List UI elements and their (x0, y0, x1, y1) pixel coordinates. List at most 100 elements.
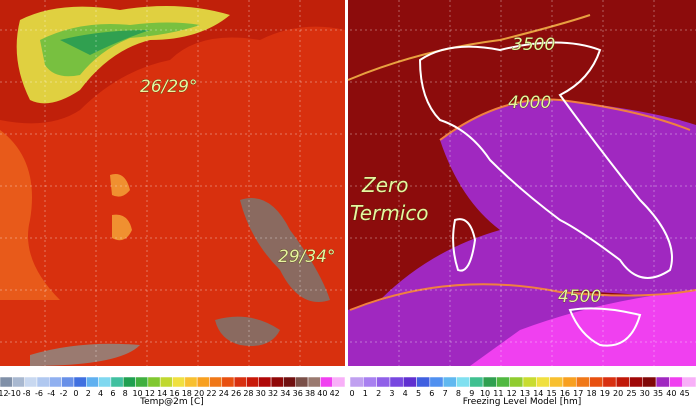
colorbar-swatch (402, 376, 417, 388)
colorbar-label: 17 (573, 389, 583, 398)
colorbar-swatch (270, 376, 284, 388)
colorbar-swatch (147, 376, 161, 388)
colorbar-label: -6 (35, 389, 43, 398)
colorbar-swatch (589, 376, 604, 388)
colorbar-swatch (655, 376, 670, 388)
colorbar-label: 8 (456, 389, 461, 398)
colorbar-label: -8 (23, 389, 31, 398)
colorbar-swatch (389, 376, 404, 388)
colorbar-label: 11 (493, 389, 503, 398)
colorbar-label: 20 (194, 389, 204, 398)
colorbar-label: 8 (123, 389, 128, 398)
colorbar-label: 28 (243, 389, 253, 398)
colorbar-swatch (258, 376, 272, 388)
colorbar-label: 19 (600, 389, 610, 398)
colorbar-swatch (135, 376, 149, 388)
colorbar-swatch (469, 376, 484, 388)
colorbar-label: 10 (480, 389, 490, 398)
label: Termico (350, 201, 429, 225)
colorbar-label: 5 (416, 389, 421, 398)
colorbar-label: 2 (86, 389, 91, 398)
colorbar-label: 40 (666, 389, 676, 398)
colorbar-swatch (669, 376, 683, 388)
colorbar-swatch (24, 376, 38, 388)
lon-label: 6E (41, 366, 50, 374)
colorbar-swatch (562, 376, 577, 388)
colorbar-label: -2 (60, 389, 68, 398)
colorbar-label: -10 (8, 389, 21, 398)
colorbar-label: 42 (330, 389, 340, 398)
colorbar-swatch (49, 376, 62, 388)
colorbar-swatch (575, 376, 590, 388)
colorbar-label: -4 (47, 389, 55, 398)
colorbar-swatch (615, 376, 630, 388)
colorbar-label: 4 (403, 389, 408, 398)
colorbar-swatch (682, 376, 696, 388)
colorbar-swatch (509, 376, 524, 388)
colorbar-label: 24 (219, 389, 229, 398)
colorbar-swatch (429, 376, 444, 388)
left-map (0, 0, 345, 366)
colorbar-caption: Freezing Level Model [hm] (463, 397, 582, 407)
colorbar-swatch (416, 376, 431, 388)
colorbar-swatch (642, 376, 657, 388)
colorbar-swatch (456, 376, 471, 388)
colorbar-label: 6 (429, 389, 434, 398)
colorbar-label: 2 (376, 389, 381, 398)
colorbar-label: 16 (169, 389, 179, 398)
colorbar-label: 38 (305, 389, 315, 398)
colorbar-label: 40 (317, 389, 327, 398)
annotation: 29/34° (278, 247, 336, 267)
colorbar-label: 22 (206, 389, 216, 398)
colorbar-swatch (602, 376, 617, 388)
colorbar-label: 45 (680, 389, 690, 398)
colorbar-swatch (307, 376, 321, 388)
annotation: 3500 (512, 35, 555, 55)
colorbar-label: 14 (533, 389, 543, 398)
grid (0, 0, 696, 366)
colorbar-swatch (122, 376, 136, 388)
colorbar-swatch (0, 376, 13, 388)
colorbar-swatch (98, 376, 112, 388)
lon-label: 6E (395, 366, 404, 374)
colorbar-swatch (536, 376, 550, 388)
colorbar-swatch (36, 376, 50, 388)
colorbar-swatch (363, 376, 377, 388)
colorbar-swatch (320, 376, 333, 388)
colorbar-label: 30 (640, 389, 650, 398)
colorbar-label: 0 (349, 389, 354, 398)
lon-label: 14E (242, 366, 255, 374)
colorbar-swatch (496, 376, 510, 388)
colorbar-swatch (184, 376, 198, 388)
colorbar-label: 12 (507, 389, 517, 398)
colorbar-label: 35 (653, 389, 663, 398)
colorbar-label: 20 (613, 389, 623, 398)
colorbar-label: 1 (363, 389, 368, 398)
colorbar-swatch (159, 376, 173, 388)
colorbar-label: 4 (98, 389, 103, 398)
colorbar-label: 10 (132, 389, 142, 398)
colorbar-swatch (110, 376, 124, 388)
colorbar-swatch (86, 376, 99, 388)
colorbar-label: 16 (560, 389, 570, 398)
colorbar-swatch (221, 376, 235, 388)
colorbar-swatch (12, 376, 25, 388)
colorbar-label: 30 (256, 389, 266, 398)
colorbar-label: 6 (110, 389, 115, 398)
lon-label: 12E (191, 366, 204, 374)
lon-label: 16E (293, 366, 306, 374)
colorbar-label: 18 (586, 389, 596, 398)
annotation: 4000 (508, 93, 551, 113)
colorbar-label: 26 (231, 389, 241, 398)
colorbar-swatch (196, 376, 210, 388)
lon-label: 8E (92, 366, 101, 374)
colorbar-swatch (332, 376, 346, 388)
colorbar-label: 14 (157, 389, 167, 398)
colorbar-label: 36 (293, 389, 303, 398)
colorbar-swatch (376, 376, 391, 388)
colorbar-label: 3 (389, 389, 394, 398)
colorbar-swatch (283, 376, 296, 388)
colorbar-swatch (61, 376, 75, 388)
colorbar-label: 0 (73, 389, 78, 398)
